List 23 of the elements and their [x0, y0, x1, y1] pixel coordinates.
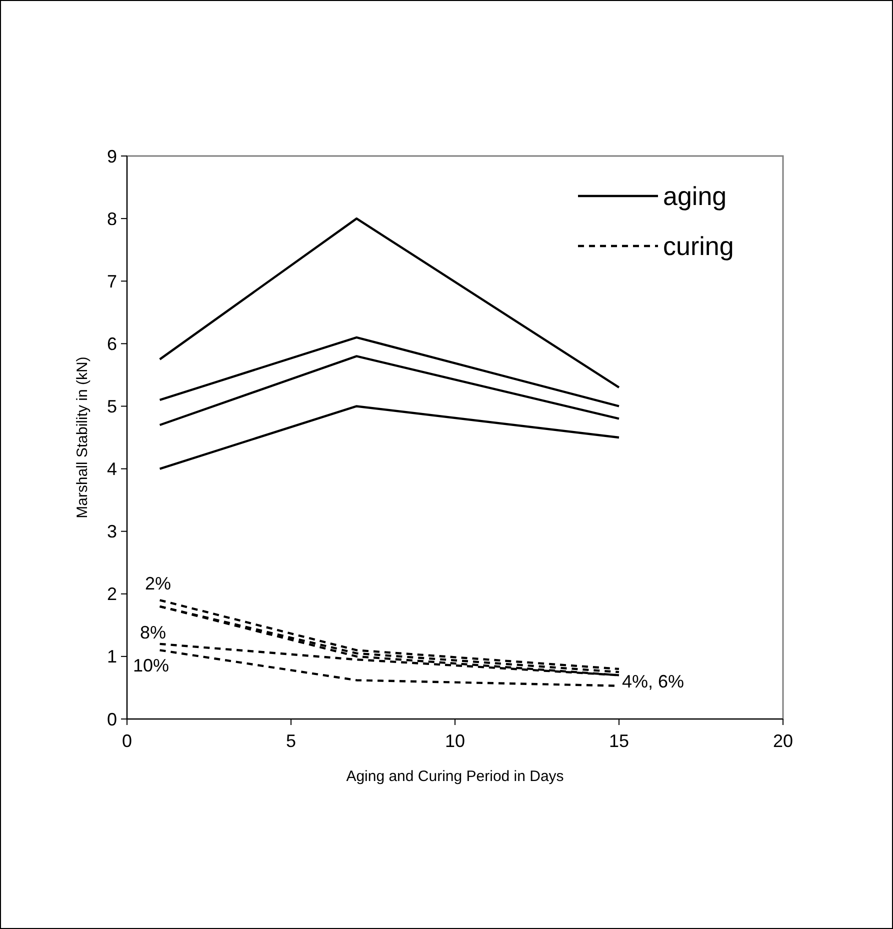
y-tick-label: 2: [106, 584, 117, 604]
y-tick-label: 0: [106, 709, 117, 730]
x-tick-label: 15: [608, 731, 630, 751]
y-tick-label: 4: [106, 459, 117, 480]
x-axis-title: Aging and Curing Period in Days: [346, 768, 564, 785]
x-tick-label: 20: [772, 731, 794, 751]
y-tick-label: 5: [106, 396, 117, 417]
y-tick-label: 9: [106, 146, 117, 166]
legend-label: curing: [663, 231, 734, 262]
y-tick-label: 3: [106, 522, 117, 542]
annotation: 10%: [133, 655, 170, 676]
y-axis-title: Marshall Stability in (kN): [74, 356, 91, 518]
x-tick-label: 10: [444, 731, 466, 751]
y-tick-label: 1: [106, 646, 117, 667]
x-tick-label: 5: [286, 731, 296, 751]
annotation: 2%: [145, 573, 172, 594]
y-tick-label: 8: [106, 208, 117, 229]
annotation: 4%, 6%: [622, 672, 684, 692]
legend-label: aging: [663, 181, 727, 212]
annotation: 8%: [140, 622, 166, 642]
y-tick-label: 7: [106, 271, 117, 292]
y-tick-label: 6: [106, 334, 117, 354]
x-tick-label: 0: [122, 731, 132, 751]
